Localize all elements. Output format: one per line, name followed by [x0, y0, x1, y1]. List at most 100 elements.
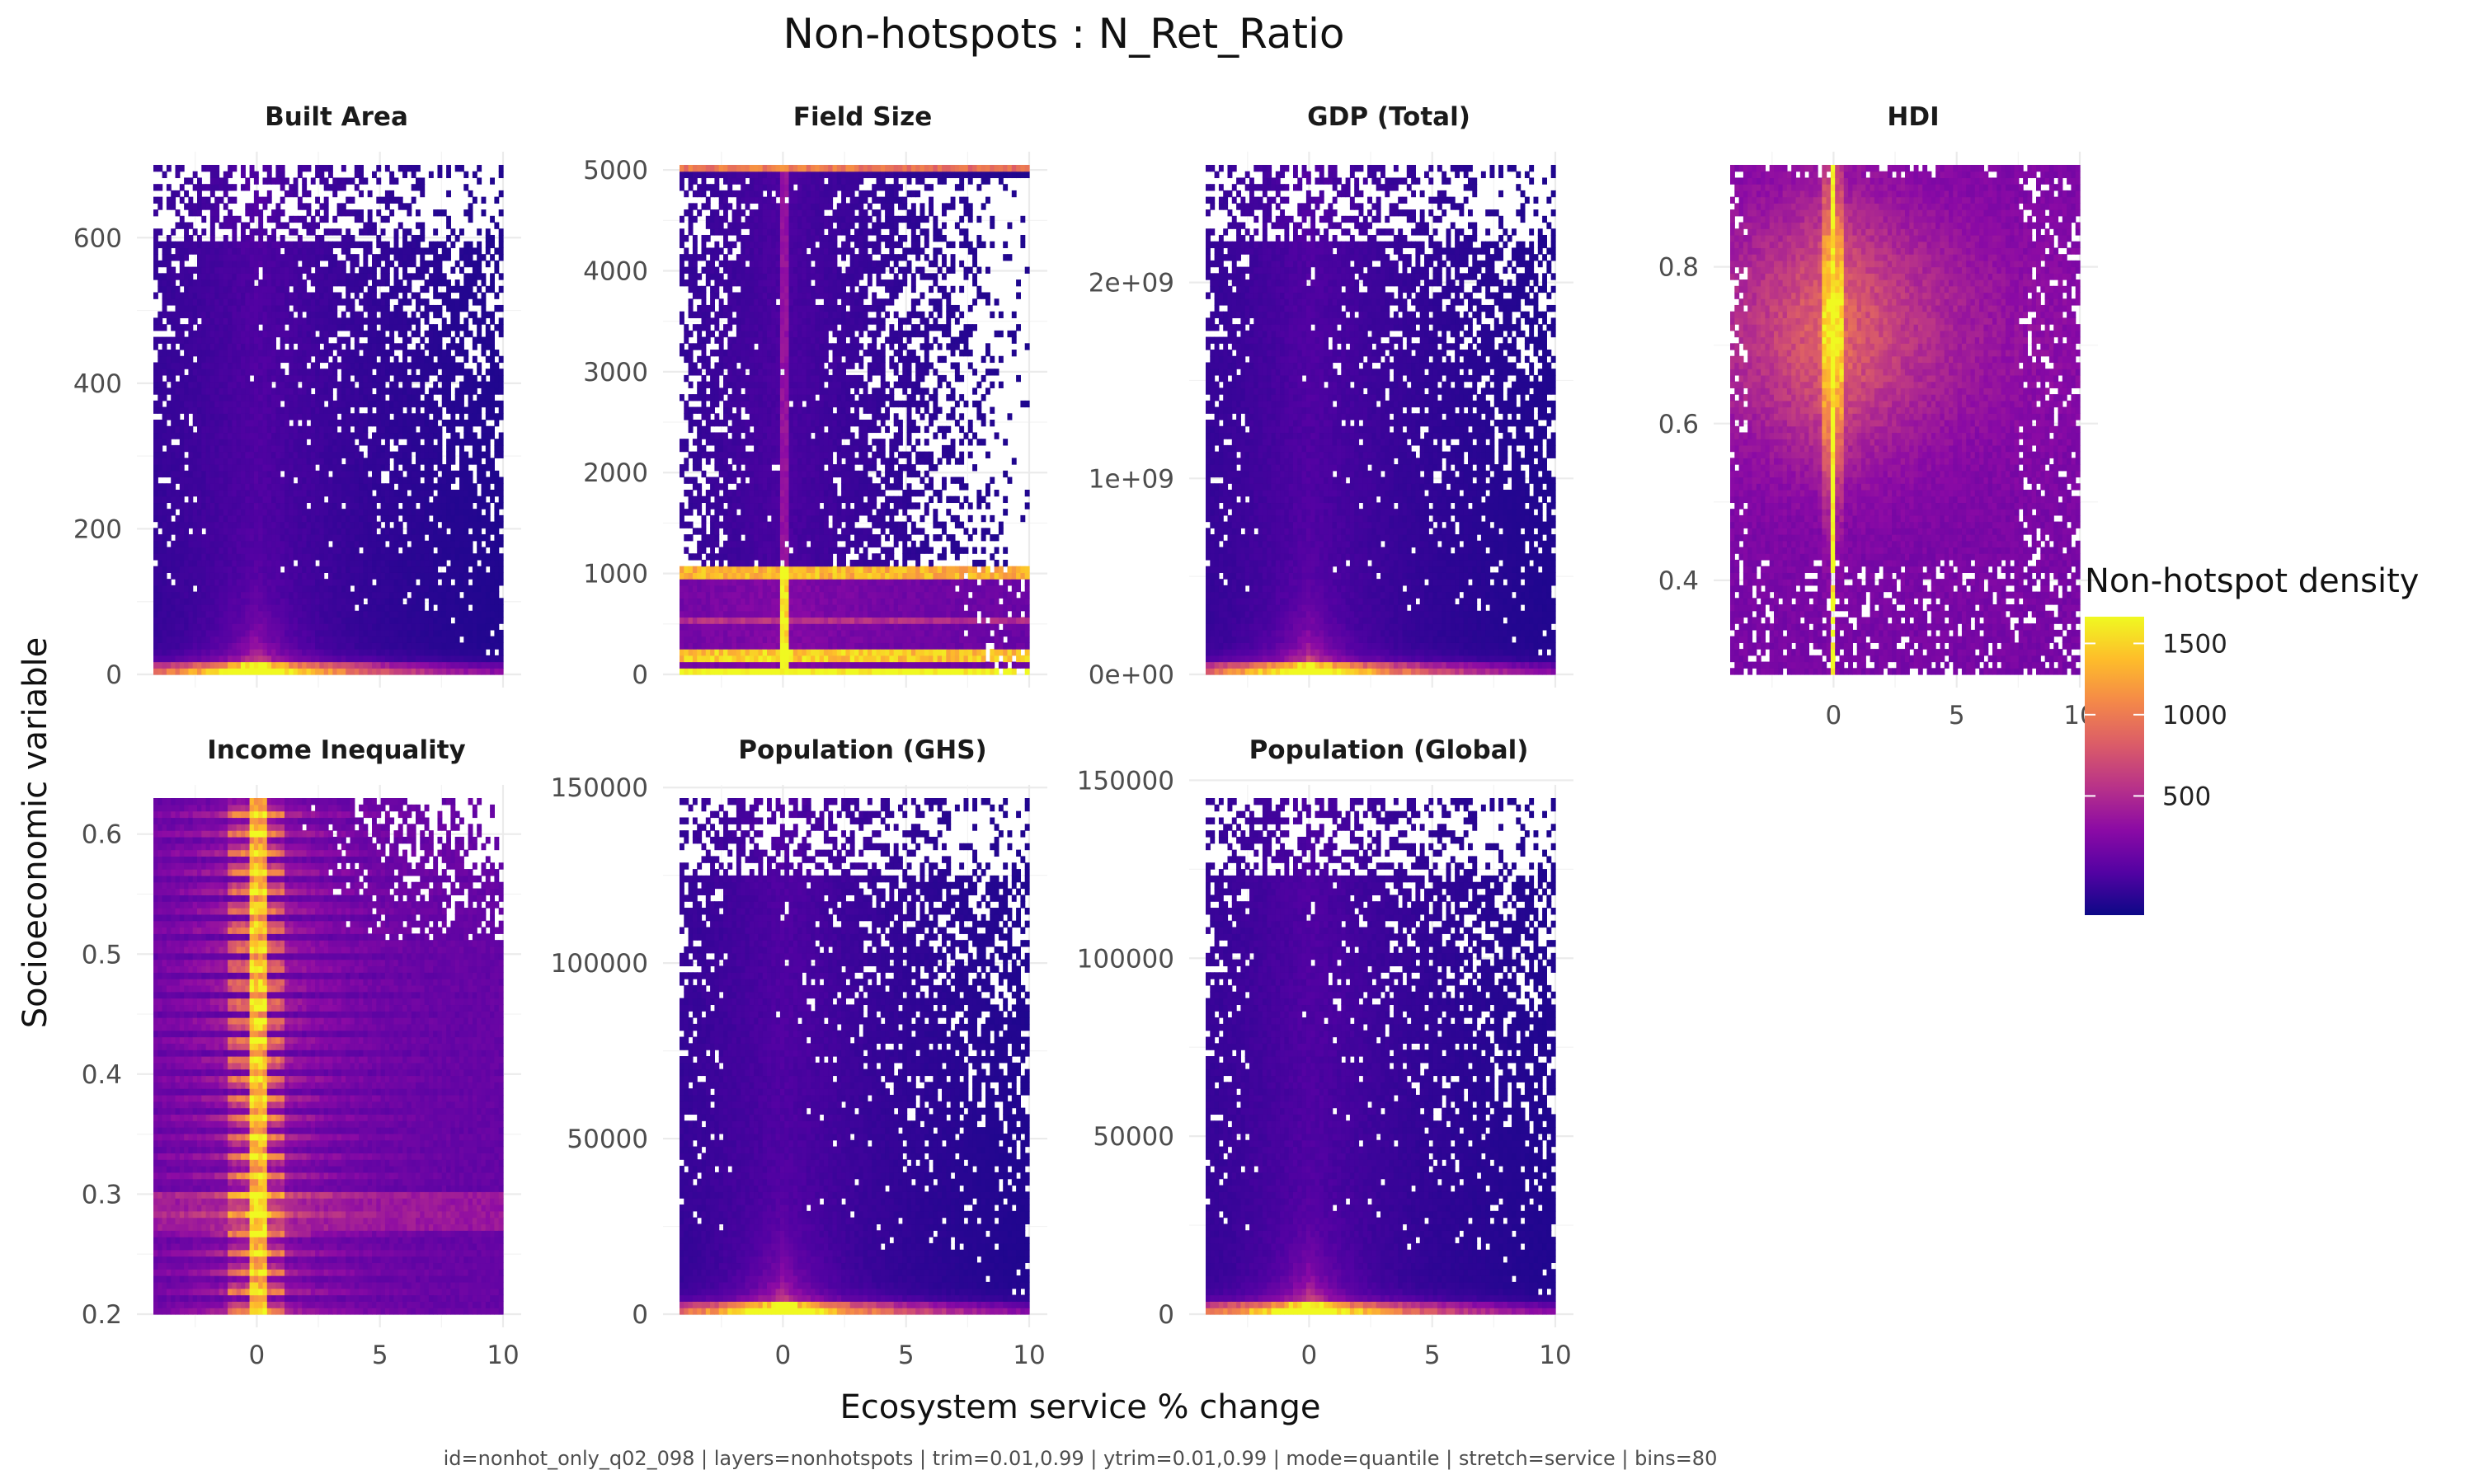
heatmap-cell: [175, 585, 181, 593]
heatmap-cell: [153, 629, 158, 637]
heatmap-cell: [175, 171, 181, 179]
heatmap-cell: [201, 285, 207, 294]
heatmap-cell: [323, 617, 329, 624]
heatmap-cell: [153, 266, 158, 274]
heatmap-cell: [192, 400, 198, 408]
heatmap-cell: [359, 579, 364, 586]
heatmap-cell: [363, 387, 369, 395]
heatmap-cell: [441, 610, 447, 618]
heatmap-cell: [153, 636, 158, 643]
heatmap-cell: [302, 451, 308, 458]
heatmap-cell: [315, 254, 320, 261]
heatmap-cell: [192, 432, 198, 439]
heatmap-cell: [446, 495, 451, 504]
heatmap-cell: [245, 330, 251, 338]
heatmap-cell: [341, 668, 346, 675]
heatmap-cell: [346, 509, 351, 516]
heatmap-cell: [184, 203, 189, 210]
heatmap-cell: [341, 203, 346, 210]
heatmap-cell: [236, 617, 242, 624]
heatmap-cell: [363, 343, 369, 350]
heatmap-cell: [223, 451, 228, 458]
heatmap-cell: [367, 598, 373, 605]
heatmap-cell: [389, 636, 395, 643]
heatmap-cell: [201, 260, 207, 268]
heatmap-cell: [209, 394, 215, 402]
heatmap-cell: [384, 247, 390, 255]
heatmap-cell: [437, 279, 443, 287]
heatmap-cell: [363, 553, 369, 561]
heatmap-cell: [271, 585, 276, 593]
heatmap-cell: [402, 234, 407, 242]
heatmap-cell: [289, 381, 294, 388]
heatmap-cell: [354, 509, 360, 516]
heatmap-cell: [223, 483, 228, 491]
heatmap-cell: [393, 420, 399, 427]
heatmap-cell: [236, 540, 242, 548]
heatmap-cell: [315, 642, 320, 650]
heatmap-cell: [223, 649, 228, 656]
heatmap-cell: [393, 273, 399, 280]
heatmap-cell: [241, 636, 246, 643]
heatmap-cell: [376, 394, 382, 402]
heatmap-cell: [446, 458, 451, 465]
heatmap-cell: [393, 406, 399, 414]
heatmap-cell: [236, 553, 242, 561]
heatmap-cell: [205, 451, 211, 458]
heatmap-cell: [416, 585, 421, 593]
heatmap-cell: [380, 610, 386, 618]
heatmap-cell: [354, 279, 360, 287]
heatmap-cell: [280, 514, 285, 523]
heatmap-cell: [450, 623, 456, 631]
heatmap-cell: [232, 477, 238, 484]
heatmap-cell: [363, 241, 369, 249]
heatmap-cell: [188, 177, 194, 185]
heatmap-cell: [446, 547, 451, 554]
heatmap-cell: [205, 477, 211, 484]
heatmap-cell: [302, 579, 308, 586]
heatmap-cell: [228, 585, 233, 593]
heatmap-cell: [336, 209, 342, 217]
heatmap-cell: [197, 629, 202, 637]
heatmap-cell: [350, 444, 355, 453]
heatmap-cell: [223, 661, 228, 669]
heatmap-cell: [323, 196, 329, 204]
heatmap-cell: [223, 350, 228, 357]
heatmap-cell: [232, 636, 238, 643]
heatmap-cell: [407, 528, 412, 535]
heatmap-cell: [384, 668, 390, 675]
heatmap-cell: [323, 566, 329, 573]
heatmap-cell: [271, 241, 276, 249]
heatmap-cell: [402, 540, 407, 548]
heatmap-cell: [188, 209, 194, 217]
heatmap-cell: [354, 330, 360, 338]
heatmap-cell: [468, 247, 473, 255]
heatmap-cell: [153, 591, 158, 599]
heatmap-cell: [253, 559, 259, 567]
heatmap-cell: [346, 636, 351, 643]
heatmap-cell: [459, 400, 464, 408]
heatmap-cell: [389, 495, 395, 504]
heatmap-cell: [407, 279, 412, 287]
heatmap-cell: [179, 247, 185, 255]
heatmap-cell: [380, 304, 386, 312]
heatmap-cell: [336, 483, 342, 491]
heatmap-cell: [424, 566, 430, 573]
heatmap-cell: [179, 540, 185, 548]
heatmap-cell: [205, 203, 211, 210]
heatmap-cell: [428, 528, 434, 535]
heatmap-cell: [384, 241, 390, 249]
heatmap-cell: [179, 451, 185, 458]
heatmap-cell: [175, 636, 181, 643]
heatmap-cell: [228, 559, 233, 567]
heatmap-cell: [363, 509, 369, 516]
heatmap-cell: [197, 451, 202, 458]
heatmap-cell: [306, 534, 312, 542]
heatmap-cell: [232, 668, 238, 675]
heatmap-cell: [197, 553, 202, 561]
heatmap-cell: [289, 215, 294, 223]
heatmap-cell: [454, 324, 460, 331]
heatmap-cell: [201, 553, 207, 561]
heatmap-cell: [319, 477, 325, 484]
heatmap-cell: [262, 203, 268, 210]
